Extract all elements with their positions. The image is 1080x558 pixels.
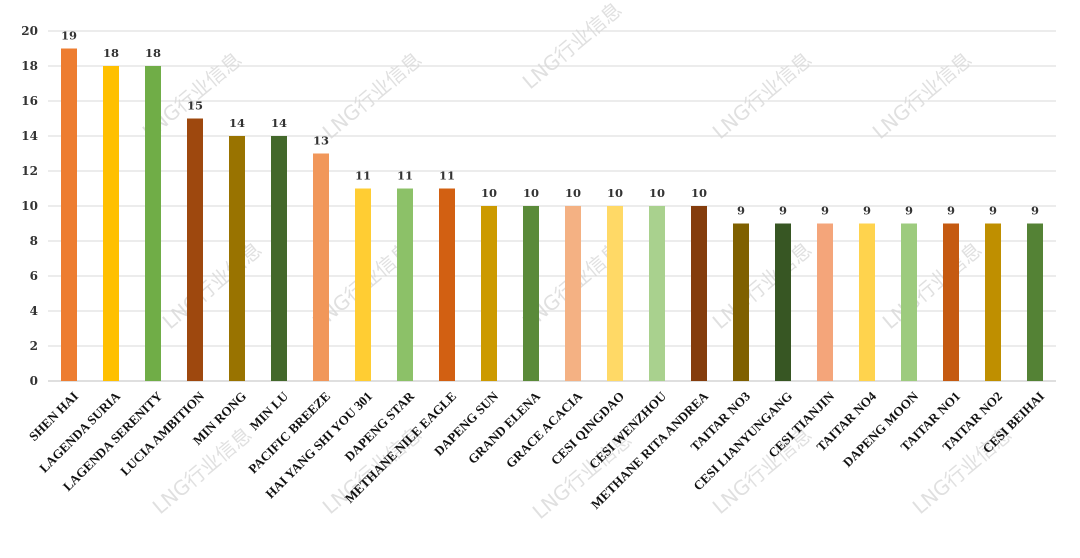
- watermark-text: LNG行业信息: [158, 237, 267, 334]
- data-label: 14: [229, 116, 245, 130]
- bar: [355, 188, 371, 381]
- y-tick-label: 20: [21, 24, 38, 38]
- y-tick-label: 18: [21, 59, 38, 73]
- y-tick-label: 2: [30, 339, 38, 353]
- bar: [481, 206, 497, 381]
- data-label: 10: [565, 186, 581, 200]
- data-label: 9: [737, 204, 745, 218]
- data-labels: 19 18 18 15 14 14 13 11 11 11 10 10 10 10 10 10 9 9 9 9 9 9 9 9: [61, 29, 1039, 218]
- bar: [313, 153, 329, 381]
- data-label: 9: [947, 204, 955, 218]
- bar: [859, 223, 875, 381]
- y-tick-label: 0: [30, 374, 38, 388]
- y-axis-ticks: 0 2 4 6 8 10 12 14 16 18 20: [21, 24, 38, 388]
- bar: [775, 223, 791, 381]
- data-label: 9: [905, 204, 913, 218]
- watermark-text: LNG行业信息: [708, 237, 817, 334]
- data-label: 10: [691, 186, 707, 200]
- bar: [187, 118, 203, 381]
- bar: [565, 206, 581, 381]
- bars: [61, 48, 1043, 381]
- x-tick-label: DAPENG MOON: [840, 388, 922, 470]
- bar: [271, 136, 287, 381]
- data-label: 10: [523, 186, 539, 200]
- bar: [817, 223, 833, 381]
- x-tick-label: GRAND ELENA: [465, 388, 544, 467]
- x-tick-label: GRACE ACACIA: [503, 388, 586, 471]
- y-tick-label: 6: [30, 269, 38, 283]
- data-label: 11: [397, 169, 413, 183]
- bar: [943, 223, 959, 381]
- watermark-text: LNG行业信息: [318, 47, 427, 144]
- x-tick-label: CESI WENZHOU: [586, 388, 670, 472]
- bar: [1027, 223, 1043, 381]
- watermark-text: LNG行业信息: [868, 47, 977, 144]
- data-label: 11: [355, 169, 371, 183]
- data-label: 19: [61, 29, 77, 43]
- bar: [103, 66, 119, 381]
- bar: [607, 206, 623, 381]
- bar: [901, 223, 917, 381]
- data-label: 11: [439, 169, 455, 183]
- bar: [649, 206, 665, 381]
- data-label: 13: [313, 134, 329, 148]
- data-label: 10: [607, 186, 623, 200]
- bar: [523, 206, 539, 381]
- bar: [145, 66, 161, 381]
- y-tick-label: 8: [30, 234, 38, 248]
- y-tick-label: 10: [21, 199, 38, 213]
- bar: [733, 223, 749, 381]
- data-label: 9: [989, 204, 997, 218]
- data-label: 15: [187, 99, 203, 113]
- watermark-text: LNG行业信息: [878, 237, 987, 334]
- bar: [397, 188, 413, 381]
- y-tick-label: 12: [21, 164, 38, 178]
- watermark-text: LNG行业信息: [518, 0, 627, 94]
- data-label: 10: [649, 186, 665, 200]
- data-label: 9: [779, 204, 787, 218]
- y-tick-label: 16: [21, 94, 38, 108]
- bar: [691, 206, 707, 381]
- data-label: 18: [103, 46, 119, 60]
- data-label: 14: [271, 116, 287, 130]
- data-label: 18: [145, 46, 161, 60]
- data-label: 10: [481, 186, 497, 200]
- data-label: 9: [863, 204, 871, 218]
- watermark-text: LNG行业信息: [708, 47, 817, 144]
- data-label: 9: [821, 204, 829, 218]
- y-tick-label: 14: [21, 129, 38, 143]
- bar: [229, 136, 245, 381]
- data-label: 9: [1031, 204, 1039, 218]
- bar: [439, 188, 455, 381]
- bar: [985, 223, 1001, 381]
- gridlines: [48, 30, 1056, 382]
- y-tick-label: 4: [30, 304, 38, 318]
- watermark-text: LNG行业信息: [708, 422, 817, 519]
- bar: [61, 48, 77, 381]
